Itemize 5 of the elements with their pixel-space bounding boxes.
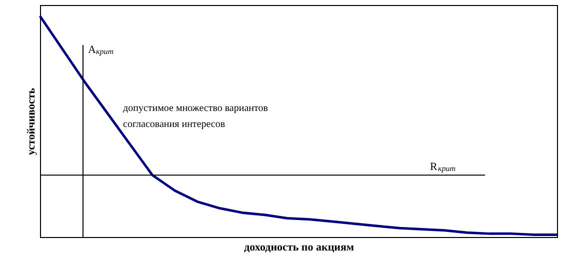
x-axis-title: доходность по акциям: [244, 242, 354, 254]
ref-line-label: Rкрит: [430, 161, 456, 174]
annotation: Aкрит: [88, 44, 114, 56]
annotation: допустимое множество вариантов согласования интересов: [123, 103, 268, 130]
y-axis-title: устойчивость: [26, 88, 38, 156]
